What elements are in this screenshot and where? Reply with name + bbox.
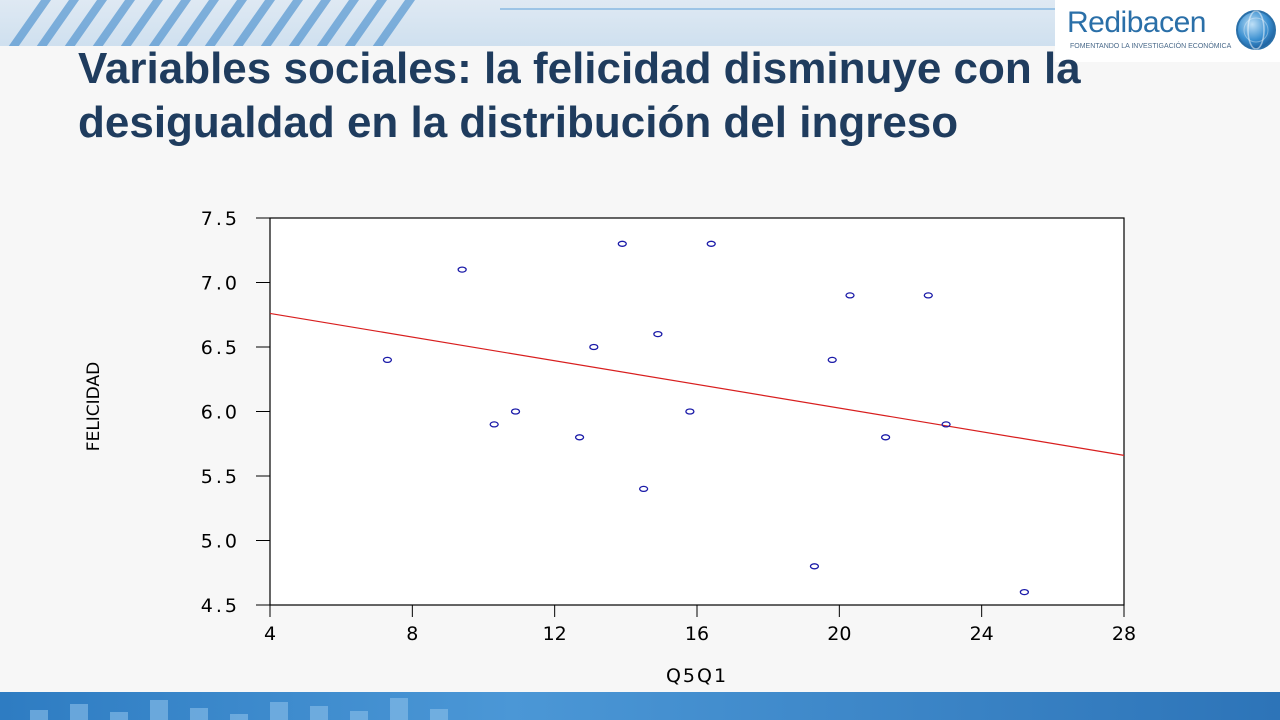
x-tick-label: 8 — [406, 623, 418, 645]
x-tick-label: 16 — [685, 623, 709, 645]
data-point — [923, 292, 933, 299]
y-tick-label: 6.0 — [201, 402, 240, 424]
band-bar — [110, 712, 128, 720]
band-bar — [310, 706, 328, 720]
y-tick-label: 5.5 — [201, 466, 240, 488]
data-point — [685, 408, 695, 415]
logo-name: Redibacen — [1067, 6, 1206, 39]
x-tick-label: 4 — [264, 623, 276, 645]
x-tick-label: 28 — [1112, 623, 1136, 645]
data-point — [638, 485, 649, 493]
scatter-chart: 4.5 5.0 5.5 6.0 6.5 7.0 7.5 4 8 12 16 20 24 28 Q5Q1 FEL… — [84, 208, 1136, 687]
y-tick-label: 4.5 — [201, 595, 240, 617]
y-axis-label: FELICIDAD — [84, 362, 104, 451]
x-tick-label: 12 — [543, 623, 567, 645]
data-point — [489, 421, 499, 428]
band-bar — [350, 711, 368, 720]
data-point — [827, 356, 837, 364]
y-tick-label: 7.5 — [201, 208, 240, 230]
data-point — [382, 356, 393, 364]
globe-icon — [1236, 10, 1276, 50]
data-point — [845, 292, 855, 299]
data-point — [589, 343, 599, 351]
bottom-band — [0, 692, 1280, 720]
band-bar — [30, 710, 48, 720]
y-tick-label: 5.0 — [201, 531, 240, 553]
y-tick-label: 6.5 — [201, 337, 240, 359]
data-point — [706, 240, 716, 247]
band-bar — [390, 698, 408, 720]
banner-line — [500, 8, 1060, 10]
band-bar — [150, 700, 168, 720]
data-point — [617, 240, 627, 247]
slide-title: Variables sociales: la felicidad disminu… — [78, 44, 1081, 147]
data-point — [510, 408, 521, 415]
x-tick-label: 20 — [827, 623, 851, 645]
band-bar — [70, 704, 88, 720]
band-bar — [230, 714, 248, 720]
x-axis-label: Q5Q1 — [666, 665, 728, 687]
logo-tagline: FOMENTANDO LA INVESTIGACIÓN ECONÓMICA — [1070, 43, 1232, 50]
y-tick-label: 7.0 — [201, 273, 240, 295]
band-bar — [270, 702, 288, 720]
data-point — [941, 421, 951, 428]
regression-line — [269, 312, 1125, 456]
plot-frame — [269, 217, 1125, 606]
data-point — [574, 434, 585, 441]
data-point — [653, 330, 663, 338]
x-tick-label: 24 — [970, 623, 994, 645]
data-point — [809, 563, 820, 570]
data-point — [457, 266, 467, 273]
brand-logo: Redibacen FOMENTANDO LA INVESTIGACIÓN EC… — [1055, 0, 1280, 62]
band-bar — [430, 709, 448, 720]
band-bar — [190, 708, 208, 720]
data-point — [1019, 588, 1030, 596]
data-point — [880, 434, 891, 441]
